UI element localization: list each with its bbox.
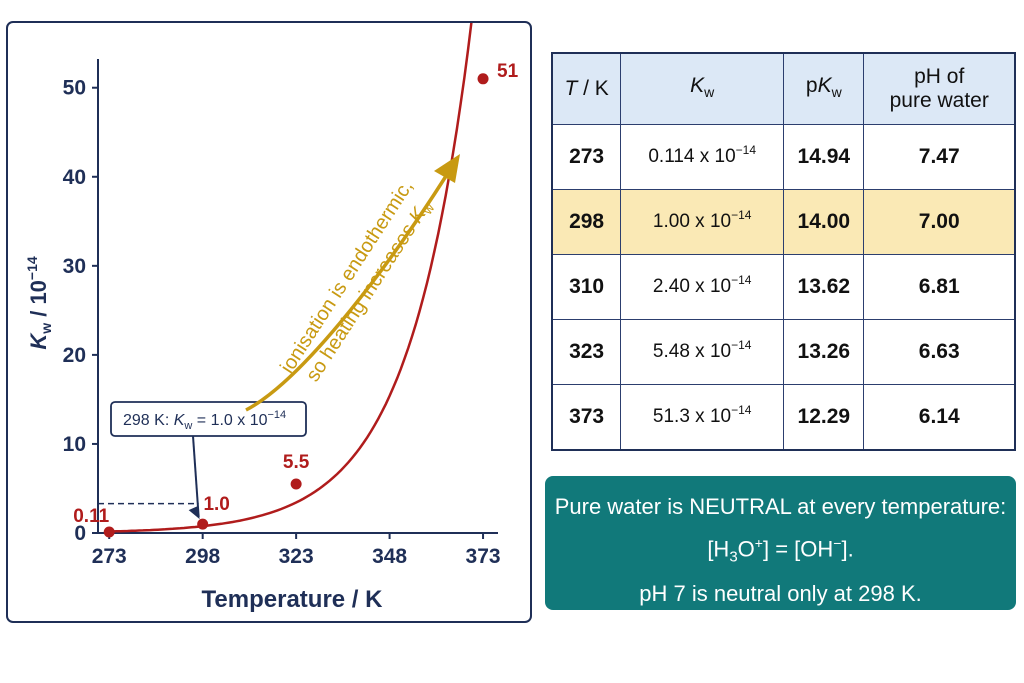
kw-mantissa: 2.40 x 10: [652, 276, 732, 297]
y-tick-label: 50: [63, 77, 86, 100]
kw-exponent: −14: [731, 208, 752, 222]
data-label: 0.11: [73, 506, 109, 527]
x-tick-label: 323: [279, 545, 314, 568]
note-line-1: Pure water is NEUTRAL at every temperatu…: [554, 494, 1007, 519]
kw-mantissa: 51.3 x 10: [652, 406, 732, 427]
neutral-note-box: Pure water is NEUTRAL at every temperatu…: [545, 476, 1016, 610]
callout-arrowhead: [188, 506, 200, 520]
chart-panel: 0 10 20 30 40 50 273 298 323 348 373 Temperature / …: [6, 21, 532, 623]
trend-arrowhead: [434, 154, 460, 183]
kw-mantissa: 0.114 x 10: [648, 146, 736, 167]
cell-kw: 0.114 x 10−14: [620, 124, 785, 190]
callout-box: [110, 401, 307, 437]
table-row: 310 2.40 x 10−14 13.62 6.81: [551, 254, 1016, 320]
y-tick-label: 30: [63, 255, 86, 278]
callout-pointer: [192, 435, 200, 518]
kw-temperature-chart: 0 10 20 30 40 50 273 298 323 348 373 Temperature / …: [24, 23, 519, 613]
cell-temperature: 310: [551, 254, 622, 320]
data-label: 51: [497, 61, 519, 82]
y-axis-label: Kw / 10−14: [24, 256, 54, 350]
y-tick-label: 40: [63, 166, 86, 189]
table-row: 323 5.48 x 10−14 13.26 6.63: [551, 319, 1016, 385]
x-tick-label: 348: [372, 545, 407, 568]
table-row: 273 0.114 x 10−14 14.94 7.47: [551, 124, 1016, 190]
cell-ph: 6.14: [863, 384, 1016, 451]
cell-pkw: 14.00: [783, 189, 865, 255]
cell-kw: 5.48 x 10−14: [620, 319, 785, 385]
data-point: [197, 518, 209, 530]
cell-pkw: 13.62: [783, 254, 865, 320]
header-ph: pH of pure water: [863, 52, 1016, 125]
cell-temperature: 373: [551, 384, 622, 451]
cell-pkw: 14.94: [783, 124, 865, 190]
kw-data-table: T / K Kw pKw pH of pure water 273 0.114 x …: [551, 52, 1016, 451]
cell-kw: 51.3 x 10−14: [620, 384, 785, 451]
note-line-2: [H3O+] = [OH−].: [707, 535, 854, 566]
cell-ph: 7.00: [863, 189, 1016, 255]
y-tick-label: 10: [63, 433, 86, 456]
cell-ph: 6.63: [863, 319, 1016, 385]
note-line-3: pH 7 is neutral only at 298 K.: [639, 580, 922, 606]
data-point: [290, 478, 302, 490]
cell-pkw: 12.29: [783, 384, 865, 451]
x-tick-label: 273: [92, 545, 127, 568]
table-header-row: T / K Kw pKw pH of pure water: [551, 52, 1016, 125]
x-tick-label: 298: [185, 545, 220, 568]
y-tick-label: 20: [63, 344, 86, 367]
kw-exponent: −14: [731, 273, 752, 287]
trend-annotation: ionisation is endothermic,so heating inc…: [276, 176, 441, 393]
header-kw: Kw: [620, 52, 785, 125]
table-row: 298 1.00 x 10−14 14.00 7.00: [551, 189, 1016, 255]
data-label: 5.5: [283, 452, 310, 473]
header-pkw: pKw: [783, 52, 865, 125]
header-temperature: T / K: [551, 52, 622, 125]
kw-curve: [109, 23, 473, 533]
cell-kw: 2.40 x 10−14: [620, 254, 785, 320]
cell-temperature: 273: [551, 124, 622, 190]
kw-exponent: −14: [731, 403, 752, 417]
kw-mantissa: 5.48 x 10: [652, 341, 732, 362]
trend-arrow: [245, 172, 450, 412]
kw-exponent: −14: [735, 143, 757, 157]
kw-exponent: −14: [731, 338, 752, 352]
cell-temperature: 323: [551, 319, 622, 385]
cell-ph: 6.81: [863, 254, 1016, 320]
callout-text: 298 K: Kw = 1.0 x 10−14: [123, 409, 286, 432]
y-tick-label: 0: [74, 522, 86, 545]
kw-mantissa: 1.00 x 10: [652, 211, 732, 232]
x-tick-label: 373: [466, 545, 501, 568]
data-label: 1.0: [203, 494, 229, 515]
cell-ph: 7.47: [863, 124, 1016, 190]
data-point: [477, 73, 489, 85]
data-point: [103, 526, 115, 538]
cell-kw: 1.00 x 10−14: [620, 189, 785, 255]
cell-temperature: 298: [551, 189, 622, 255]
cell-pkw: 13.26: [783, 319, 865, 385]
table-row: 373 51.3 x 10−14 12.29 6.14: [551, 384, 1016, 451]
x-axis-label: Temperature / K: [202, 586, 384, 613]
